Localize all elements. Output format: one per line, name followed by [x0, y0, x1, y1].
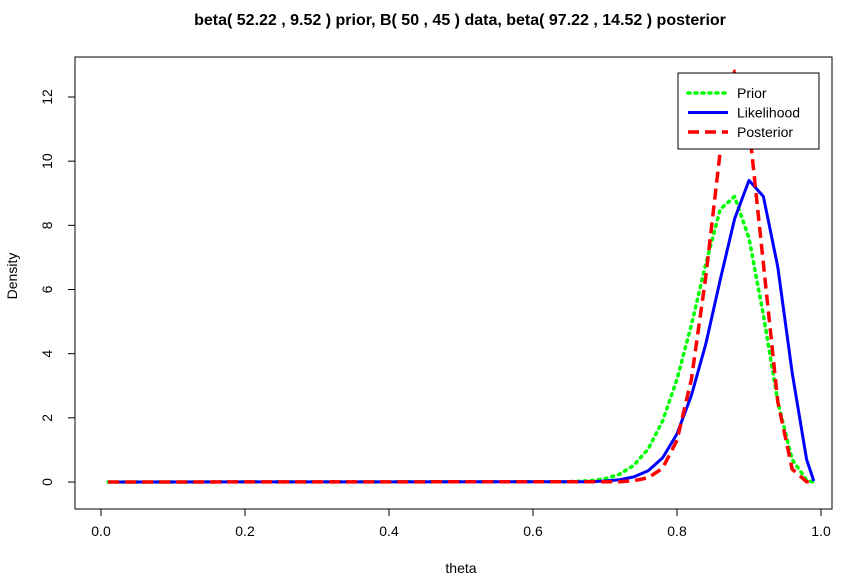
x-tick-label: 1.0 [811, 523, 831, 539]
x-tick-label: 0.2 [235, 523, 255, 539]
y-tick-label: 10 [39, 153, 55, 169]
y-axis: 0 2 4 6 8 10 12 [39, 89, 76, 486]
legend-label-prior: Prior [737, 85, 767, 101]
x-axis-label: theta [445, 560, 476, 576]
legend-label-likelihood: Likelihood [737, 105, 800, 121]
chart-title: beta( 52.22 , 9.52 ) prior, B( 50 , 45 )… [194, 12, 726, 29]
x-tick-label: 0.0 [91, 523, 111, 539]
y-tick-label: 6 [39, 285, 55, 293]
x-tick-label: 0.6 [523, 523, 543, 539]
y-tick-label: 12 [39, 89, 55, 105]
y-axis-label: Density [4, 253, 20, 300]
y-tick-label: 2 [39, 414, 55, 422]
y-tick-label: 8 [39, 221, 55, 229]
y-tick-label: 4 [39, 350, 55, 358]
series-line-likelihood [108, 178, 816, 484]
x-tick-label: 0.8 [667, 523, 687, 539]
y-tick-label: 0 [39, 478, 55, 486]
x-axis: 0.0 0.2 0.4 0.6 0.8 1.0 [91, 508, 831, 539]
x-tick-label: 0.4 [379, 523, 399, 539]
legend-label-posterior: Posterior [737, 124, 793, 140]
legend: Prior Likelihood Posterior [677, 72, 820, 150]
